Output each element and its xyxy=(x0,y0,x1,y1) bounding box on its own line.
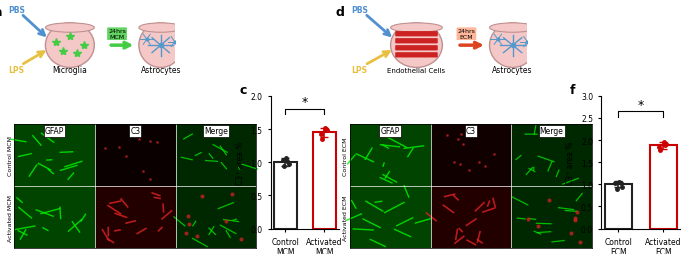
Bar xyxy=(175,187,256,248)
Text: Merge: Merge xyxy=(204,127,228,136)
Bar xyxy=(274,163,297,229)
Text: LPS: LPS xyxy=(9,66,25,75)
Text: Astrocytes: Astrocytes xyxy=(140,66,181,75)
Text: Control MCM: Control MCM xyxy=(8,136,13,176)
FancyBboxPatch shape xyxy=(395,32,438,37)
Bar xyxy=(14,125,95,187)
Text: a: a xyxy=(0,6,1,19)
Bar xyxy=(175,187,256,248)
Bar xyxy=(511,187,592,248)
Bar xyxy=(95,187,175,248)
Text: C3: C3 xyxy=(466,127,476,136)
Bar xyxy=(650,146,677,229)
Ellipse shape xyxy=(390,24,443,68)
Bar xyxy=(14,125,95,187)
Bar xyxy=(14,187,95,248)
Bar xyxy=(350,187,431,248)
Bar xyxy=(511,187,592,248)
Text: PBS: PBS xyxy=(352,6,369,15)
Bar xyxy=(511,125,592,187)
Y-axis label: C3⁺ area %: C3⁺ area % xyxy=(566,141,575,184)
Ellipse shape xyxy=(490,24,536,68)
Text: Astrocytes: Astrocytes xyxy=(493,66,533,75)
Bar xyxy=(95,125,175,187)
Bar xyxy=(431,187,511,248)
Text: Merge: Merge xyxy=(540,127,564,136)
Text: Activated ECM: Activated ECM xyxy=(343,195,349,240)
Ellipse shape xyxy=(45,24,95,68)
Ellipse shape xyxy=(139,24,182,33)
Bar xyxy=(511,125,592,187)
Bar xyxy=(14,187,95,248)
Bar xyxy=(605,185,632,229)
Text: C3: C3 xyxy=(130,127,140,136)
Text: GFAP: GFAP xyxy=(381,127,400,136)
Ellipse shape xyxy=(139,24,182,68)
Bar xyxy=(312,133,336,229)
Text: f: f xyxy=(570,83,575,96)
Text: PBS: PBS xyxy=(9,6,25,15)
Y-axis label: C3⁺ area %: C3⁺ area % xyxy=(236,141,245,184)
Bar xyxy=(431,125,511,187)
Text: 24hrs
MCM: 24hrs MCM xyxy=(108,29,126,40)
Bar xyxy=(350,187,431,248)
FancyBboxPatch shape xyxy=(395,46,438,51)
Text: GFAP: GFAP xyxy=(45,127,64,136)
FancyBboxPatch shape xyxy=(395,53,438,58)
Text: d: d xyxy=(335,6,344,19)
Text: 24hrs
ECM: 24hrs ECM xyxy=(458,29,475,40)
Text: e: e xyxy=(323,123,332,136)
Bar xyxy=(95,125,175,187)
Text: Control ECM: Control ECM xyxy=(343,137,349,175)
Bar xyxy=(350,125,431,187)
Text: Activated MCM: Activated MCM xyxy=(8,194,13,241)
Text: *: * xyxy=(638,99,644,112)
Ellipse shape xyxy=(45,24,95,33)
Ellipse shape xyxy=(390,24,443,33)
Bar xyxy=(95,187,175,248)
Text: c: c xyxy=(240,83,247,96)
Bar xyxy=(431,187,511,248)
Text: Endothelial Cells: Endothelial Cells xyxy=(388,68,445,74)
Bar xyxy=(431,125,511,187)
Ellipse shape xyxy=(490,24,536,33)
Bar xyxy=(350,125,431,187)
Text: *: * xyxy=(301,96,308,109)
Text: Microglia: Microglia xyxy=(53,66,87,75)
FancyBboxPatch shape xyxy=(395,39,438,44)
Bar xyxy=(175,125,256,187)
Text: LPS: LPS xyxy=(352,66,368,75)
Bar xyxy=(175,125,256,187)
